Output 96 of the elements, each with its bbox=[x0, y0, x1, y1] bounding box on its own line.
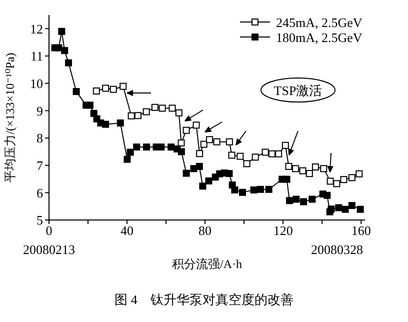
point bbox=[268, 150, 276, 158]
y-tick-label: 9 bbox=[36, 103, 43, 118]
point bbox=[199, 182, 206, 190]
point bbox=[205, 177, 212, 184]
point bbox=[128, 112, 135, 120]
point bbox=[356, 170, 363, 178]
point bbox=[72, 88, 80, 96]
point bbox=[133, 144, 140, 151]
point bbox=[110, 86, 117, 93]
x-tick-label: 160 bbox=[351, 223, 371, 238]
x-tick-label: 0 bbox=[46, 223, 52, 238]
point bbox=[126, 148, 134, 156]
point bbox=[228, 152, 236, 159]
point bbox=[326, 178, 334, 185]
point bbox=[252, 154, 259, 161]
point bbox=[265, 186, 272, 193]
point bbox=[182, 126, 190, 134]
point bbox=[324, 192, 331, 199]
point bbox=[206, 136, 214, 144]
point bbox=[320, 165, 328, 172]
point bbox=[292, 196, 300, 203]
text: 20080328 bbox=[311, 242, 363, 257]
point bbox=[92, 87, 100, 94]
point bbox=[90, 110, 98, 117]
x-tick-label: 80 bbox=[198, 223, 212, 238]
point bbox=[168, 144, 175, 151]
x-axis-title: 积分流强/A·h bbox=[172, 257, 242, 271]
point bbox=[236, 152, 244, 160]
point bbox=[158, 144, 165, 151]
point bbox=[86, 102, 94, 109]
point bbox=[134, 112, 142, 120]
point bbox=[158, 104, 166, 112]
point bbox=[299, 167, 306, 174]
x-tick-label: 40 bbox=[120, 223, 134, 238]
point bbox=[340, 176, 348, 184]
point bbox=[239, 188, 246, 196]
point bbox=[151, 104, 158, 111]
point bbox=[348, 202, 356, 210]
point bbox=[328, 206, 335, 213]
point bbox=[65, 59, 72, 66]
y-tick-label: 8 bbox=[36, 130, 43, 146]
point bbox=[175, 109, 182, 116]
legend-label: 245mA, 2.5GeV bbox=[276, 15, 363, 30]
point bbox=[102, 84, 110, 92]
point bbox=[61, 47, 68, 54]
point bbox=[168, 104, 176, 112]
point bbox=[116, 119, 124, 126]
point bbox=[348, 174, 356, 182]
point bbox=[196, 150, 204, 158]
point bbox=[226, 138, 233, 146]
y-tick-label: 10 bbox=[30, 76, 43, 91]
point bbox=[300, 198, 308, 206]
point bbox=[256, 186, 264, 193]
point bbox=[356, 206, 364, 213]
point bbox=[190, 165, 198, 172]
point bbox=[308, 196, 316, 203]
point bbox=[282, 142, 289, 149]
point bbox=[120, 82, 127, 90]
point bbox=[335, 204, 342, 212]
point bbox=[250, 186, 258, 194]
point bbox=[306, 170, 313, 178]
point bbox=[226, 170, 233, 178]
point bbox=[213, 138, 220, 146]
point bbox=[142, 108, 150, 116]
point bbox=[200, 140, 208, 148]
point bbox=[178, 148, 185, 156]
x-tick-label: 120 bbox=[273, 223, 293, 238]
y-tick-label: 11 bbox=[30, 48, 43, 64]
point bbox=[285, 162, 292, 170]
point bbox=[283, 176, 290, 183]
point bbox=[196, 162, 203, 170]
y-tick-label: 7 bbox=[36, 158, 44, 173]
point bbox=[333, 180, 340, 188]
point bbox=[178, 139, 185, 146]
y-axis-title: 平均压力/(×133×10⁻¹⁰Pa) bbox=[3, 52, 17, 182]
text: 20080213 bbox=[23, 242, 75, 257]
annotation: TSP激活 bbox=[274, 83, 322, 98]
point bbox=[231, 186, 238, 194]
y-tick-label: 5 bbox=[36, 212, 43, 228]
point bbox=[292, 165, 300, 172]
point bbox=[262, 148, 269, 156]
point bbox=[342, 206, 349, 213]
point bbox=[182, 170, 190, 177]
point bbox=[275, 150, 282, 158]
point bbox=[58, 28, 66, 35]
legend-label: 180mA, 2.5GeV bbox=[276, 30, 363, 45]
caption: 图 4 钛升华泵对真空度的改善 bbox=[114, 292, 294, 307]
point bbox=[192, 122, 200, 129]
y-tick-label: 12 bbox=[30, 21, 43, 36]
point bbox=[102, 120, 110, 128]
point bbox=[286, 197, 294, 204]
y-tick-label: 6 bbox=[36, 185, 44, 200]
point bbox=[243, 160, 250, 168]
point bbox=[143, 144, 150, 151]
point bbox=[312, 163, 319, 170]
point bbox=[124, 156, 131, 163]
